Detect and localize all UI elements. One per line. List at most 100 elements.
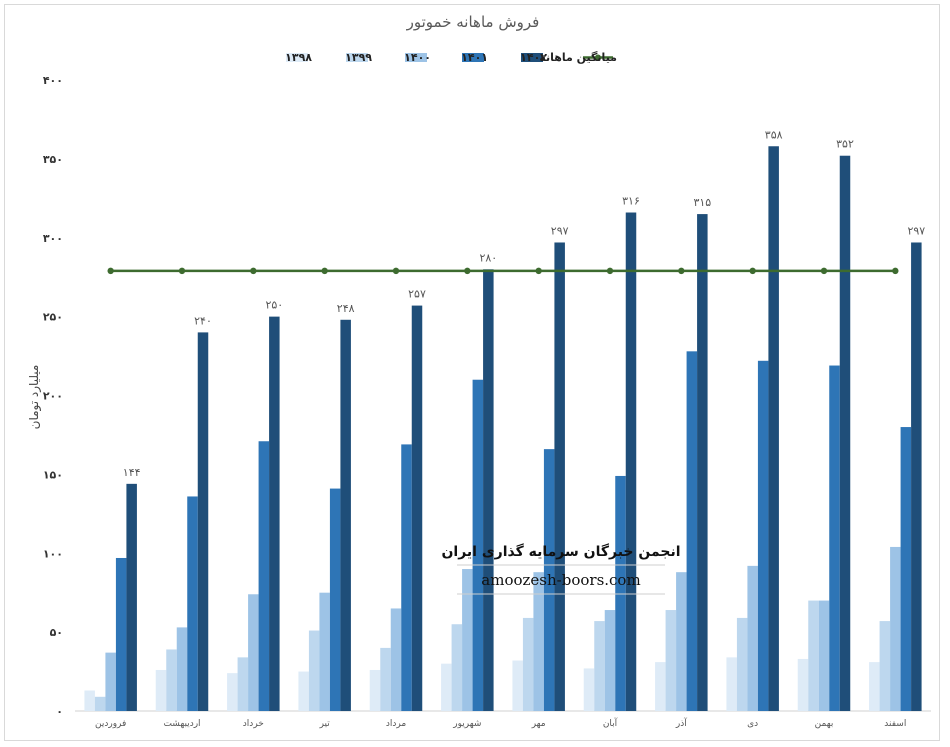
x-tick-label-2: خرداد	[243, 719, 264, 729]
y-axis-title: میلیارد تومان	[27, 365, 42, 430]
y-tick-label-2: ۱۰۰	[43, 547, 63, 560]
data-label-2: ۲۵۰	[265, 299, 283, 312]
average-marker-9	[749, 267, 756, 275]
legend-swatch-4	[521, 53, 543, 62]
bar-0-0	[84, 690, 95, 711]
legend-swatch-2	[405, 53, 427, 62]
data-label-1: ۲۴۰	[194, 314, 212, 327]
bar-3-3	[329, 488, 341, 711]
y-tick-label-0: ۰	[56, 705, 63, 718]
data-label-11: ۲۹۷	[907, 224, 925, 237]
bar-2-3	[319, 592, 330, 711]
bar-1-11	[879, 621, 891, 711]
y-tick-label-8: ۴۰۰	[43, 74, 63, 87]
bar-4-2	[269, 316, 280, 711]
x-tick-label-6: مهر	[531, 719, 546, 729]
bar-1-9	[736, 617, 748, 711]
bar-3-10	[829, 365, 840, 711]
bar-4-3	[340, 319, 351, 711]
bar-0-3	[298, 671, 309, 711]
legend-line-marker	[595, 54, 601, 61]
bar-3-5	[472, 379, 484, 711]
legend-label-3: ۱۴۰۱	[461, 51, 488, 64]
legend-label-0: ۱۳۹۸	[285, 51, 312, 64]
bar-3-1	[187, 496, 198, 711]
bar-2-8	[676, 572, 687, 711]
average-marker-3	[321, 267, 328, 275]
average-marker-0	[107, 267, 114, 275]
bar-2-10	[818, 600, 830, 711]
bar-0-1	[155, 669, 167, 711]
y-tick-label-7: ۳۵۰	[43, 153, 63, 166]
bar-1-8	[665, 610, 677, 711]
average-marker-5	[464, 267, 471, 275]
x-tick-label-8: آذر	[675, 717, 687, 729]
data-label-0: ۱۴۴	[123, 466, 141, 479]
bar-0-5	[441, 663, 452, 711]
bar-4-9	[768, 146, 779, 711]
legend-swatch-3	[462, 53, 484, 62]
legend-swatch-0	[286, 53, 308, 62]
legend-label-2: ۱۴۰۰	[404, 51, 431, 64]
data-label-7: ۳۱۶	[622, 195, 640, 208]
bar-1-1	[166, 649, 177, 711]
legend-swatch-1	[346, 53, 368, 62]
bar-0-4	[369, 669, 381, 711]
bar-1-2	[237, 657, 249, 711]
bar-3-0	[115, 557, 127, 711]
bar-0-9	[726, 657, 737, 711]
average-marker-6	[535, 267, 542, 275]
y-tick-label-5: ۲۵۰	[43, 311, 63, 324]
x-tick-label-0: فروردین	[95, 719, 126, 729]
bar-4-6	[554, 242, 565, 712]
bar-2-1	[176, 627, 188, 711]
bar-3-8	[686, 351, 698, 711]
data-label-4: ۲۵۷	[408, 288, 426, 301]
bar-2-6	[533, 572, 544, 711]
y-tick-label-4: ۲۰۰	[43, 390, 63, 403]
bar-2-5	[462, 569, 473, 711]
average-marker-7	[606, 267, 614, 275]
bar-0-7	[583, 668, 595, 711]
chart-frame: فروش ماهانه خموتور ۱۳۹۸ ۱۳۹۹ ۱۴۰۰ ۱۴۰۱ ۱۴۰۲ می…	[4, 4, 940, 741]
bar-3-2	[258, 441, 270, 711]
bar-1-4	[380, 647, 391, 711]
average-marker-4	[392, 267, 400, 275]
average-marker-10	[820, 267, 828, 275]
bar-4-0	[126, 483, 137, 711]
legend-label-4: ۱۴۰۲	[520, 51, 547, 64]
bar-4-5	[483, 269, 494, 711]
bar-0-8	[655, 662, 666, 711]
bar-2-4	[390, 608, 402, 711]
x-tick-label-4: مرداد	[386, 719, 406, 729]
chart-title: فروش ماهانه خموتور	[406, 13, 540, 31]
bar-4-1	[197, 332, 209, 711]
x-tick-label-9: دی	[747, 719, 758, 729]
data-label-8: ۳۱۵	[693, 196, 711, 209]
bar-4-7	[625, 212, 637, 711]
bar-3-4	[401, 444, 412, 711]
bar-2-11	[890, 546, 901, 711]
data-label-5: ۲۸۰	[479, 251, 497, 264]
bar-2-7	[604, 610, 616, 711]
bar-0-10	[797, 658, 809, 711]
x-tick-label-3: تیر	[319, 719, 331, 729]
bar-1-0	[94, 696, 106, 711]
y-tick-label-1: ۵۰	[50, 626, 63, 639]
data-label-6: ۲۹۷	[551, 224, 569, 237]
bar-1-5	[451, 624, 463, 711]
y-tick-label-3: ۱۵۰	[43, 468, 63, 481]
watermark-url: amoozesh-boors.com	[481, 571, 640, 589]
x-tick-label-7: آبان	[603, 717, 618, 729]
bar-3-9	[757, 360, 769, 711]
bar-2-2	[248, 594, 259, 711]
average-marker-11	[892, 267, 899, 275]
bar-4-10	[839, 155, 851, 712]
bar-0-11	[869, 662, 880, 711]
bar-1-6	[522, 617, 534, 711]
average-marker-8	[678, 267, 685, 275]
x-tick-label-1: اردیبهشت	[163, 719, 200, 729]
bar-4-8	[697, 214, 708, 711]
average-marker-1	[178, 267, 186, 275]
